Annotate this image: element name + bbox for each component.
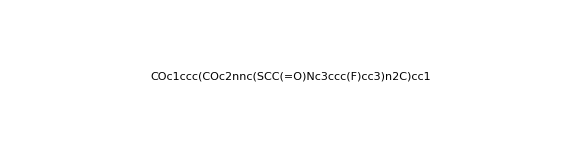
Text: COc1ccc(COc2nnc(SCC(=O)Nc3ccc(F)cc3)n2C)cc1: COc1ccc(COc2nnc(SCC(=O)Nc3ccc(F)cc3)n2C)… xyxy=(150,71,431,82)
